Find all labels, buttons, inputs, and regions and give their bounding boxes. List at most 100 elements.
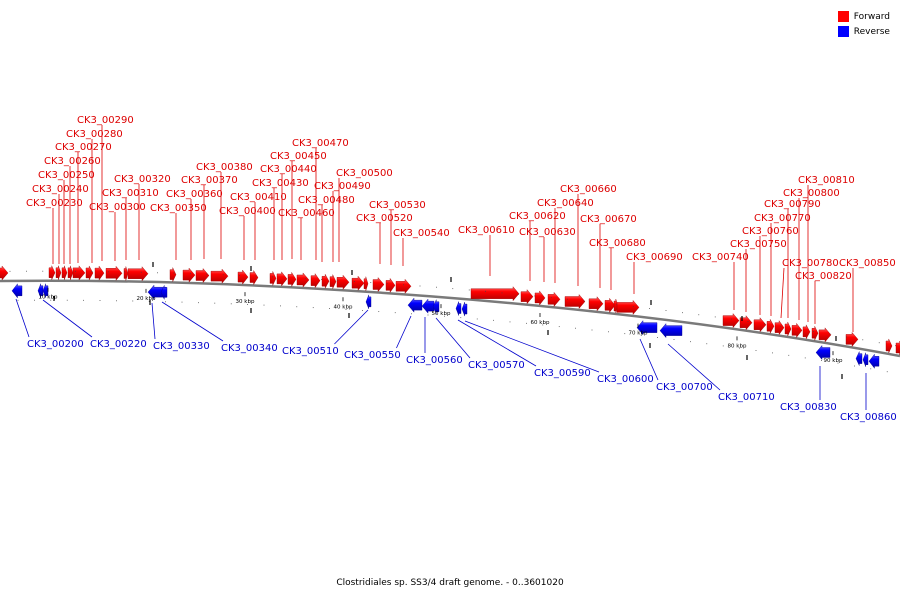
- forward-gene-arrow[interactable]: [0, 265, 9, 281]
- forward-gene-label[interactable]: CK3_00800: [783, 188, 840, 199]
- forward-gene-label[interactable]: CK3_00370: [181, 175, 238, 186]
- reverse-gene-arrow[interactable]: [37, 283, 44, 298]
- forward-gene-arrow[interactable]: [547, 291, 561, 307]
- forward-gene-arrow[interactable]: [169, 267, 177, 282]
- reverse-gene-label[interactable]: CK3_00550: [344, 350, 401, 361]
- forward-gene-label[interactable]: CK3_00310: [102, 188, 159, 199]
- forward-gene-arrow[interactable]: [818, 327, 832, 343]
- forward-gene-arrow[interactable]: [276, 271, 288, 287]
- forward-gene-label[interactable]: CK3_00530: [369, 200, 426, 211]
- forward-gene-label[interactable]: CK3_00790: [764, 199, 821, 210]
- forward-gene-arrow[interactable]: [774, 320, 785, 336]
- forward-gene-arrow[interactable]: [784, 321, 792, 337]
- forward-gene-arrow[interactable]: [739, 315, 753, 331]
- reverse-gene-label[interactable]: CK3_00560: [406, 355, 463, 366]
- forward-gene-label[interactable]: CK3_00240: [32, 184, 89, 195]
- forward-gene-arrow[interactable]: [470, 286, 520, 302]
- reverse-gene-label[interactable]: CK3_00510: [282, 346, 339, 357]
- forward-gene-arrow[interactable]: [363, 276, 369, 291]
- forward-gene-label[interactable]: CK3_00380: [196, 162, 253, 173]
- forward-gene-label[interactable]: CK3_00430: [252, 178, 309, 189]
- forward-gene-label[interactable]: CK3_00280: [66, 129, 123, 140]
- forward-gene-label[interactable]: CK3_00520: [356, 213, 413, 224]
- forward-gene-label[interactable]: CK3_00780: [782, 258, 839, 269]
- forward-gene-arrow[interactable]: [72, 265, 86, 281]
- reverse-gene-arrow[interactable]: [868, 353, 880, 369]
- reverse-gene-arrow[interactable]: [461, 301, 468, 317]
- forward-gene-label[interactable]: CK3_00500: [336, 168, 393, 179]
- forward-gene-arrow[interactable]: [127, 266, 149, 282]
- forward-gene-label[interactable]: CK3_00640: [537, 198, 594, 209]
- forward-gene-arrow[interactable]: [182, 267, 196, 283]
- reverse-gene-arrow[interactable]: [432, 299, 440, 314]
- reverse-gene-label[interactable]: CK3_00600: [597, 374, 654, 385]
- reverse-gene-arrow[interactable]: [855, 351, 863, 366]
- reverse-gene-arrow[interactable]: [815, 344, 831, 361]
- reverse-gene-arrow[interactable]: [42, 283, 49, 298]
- reverse-gene-arrow[interactable]: [862, 352, 869, 367]
- forward-gene-arrow[interactable]: [395, 278, 412, 294]
- forward-gene-label[interactable]: CK3_00750: [730, 239, 787, 250]
- forward-gene-arrow[interactable]: [811, 326, 819, 341]
- forward-gene-arrow[interactable]: [237, 269, 249, 285]
- reverse-gene-label[interactable]: CK3_00700: [656, 382, 713, 393]
- reverse-gene-arrow[interactable]: [407, 297, 423, 313]
- forward-gene-label[interactable]: CK3_00230: [26, 198, 83, 209]
- reverse-gene-label[interactable]: CK3_00830: [780, 402, 837, 413]
- forward-gene-arrow[interactable]: [287, 271, 297, 288]
- forward-gene-arrow[interactable]: [588, 296, 604, 312]
- forward-gene-arrow[interactable]: [534, 290, 546, 306]
- forward-gene-arrow[interactable]: [210, 268, 229, 284]
- forward-gene-arrow[interactable]: [55, 265, 62, 280]
- reverse-gene-label[interactable]: CK3_00220: [90, 339, 147, 350]
- reverse-gene-arrow[interactable]: [659, 323, 683, 339]
- forward-gene-arrow[interactable]: [564, 293, 586, 310]
- forward-gene-label[interactable]: CK3_00320: [114, 174, 171, 185]
- forward-gene-arrow[interactable]: [336, 274, 350, 290]
- reverse-gene-arrow[interactable]: [11, 283, 23, 299]
- reverse-gene-arrow[interactable]: [160, 285, 168, 300]
- reverse-gene-label[interactable]: CK3_00340: [221, 343, 278, 354]
- forward-gene-arrow[interactable]: [123, 266, 129, 281]
- reverse-gene-label[interactable]: CK3_00570: [468, 360, 525, 371]
- forward-gene-label[interactable]: CK3_00490: [314, 181, 371, 192]
- forward-gene-label[interactable]: CK3_00260: [44, 156, 101, 167]
- forward-gene-label[interactable]: CK3_00270: [55, 142, 112, 153]
- forward-gene-label[interactable]: CK3_00250: [38, 170, 95, 181]
- forward-gene-label[interactable]: CK3_00680: [589, 238, 646, 249]
- forward-gene-arrow[interactable]: [753, 317, 767, 333]
- forward-gene-arrow[interactable]: [895, 340, 900, 356]
- reverse-gene-label[interactable]: CK3_00710: [718, 392, 775, 403]
- forward-gene-label[interactable]: CK3_00620: [509, 211, 566, 222]
- forward-gene-label[interactable]: CK3_00460: [278, 208, 335, 219]
- forward-gene-arrow[interactable]: [766, 319, 775, 334]
- forward-gene-label[interactable]: CK3_00760: [742, 226, 799, 237]
- forward-gene-arrow[interactable]: [845, 331, 859, 347]
- forward-gene-arrow[interactable]: [604, 297, 616, 313]
- reverse-gene-arrow[interactable]: [365, 294, 372, 309]
- reverse-gene-arrow[interactable]: [455, 301, 462, 316]
- forward-gene-arrow[interactable]: [722, 313, 740, 329]
- forward-gene-label[interactable]: CK3_00660: [560, 184, 617, 195]
- forward-gene-label[interactable]: CK3_00410: [230, 192, 287, 203]
- forward-gene-arrow[interactable]: [195, 267, 210, 284]
- forward-gene-arrow[interactable]: [329, 274, 337, 289]
- forward-gene-label[interactable]: CK3_00630: [519, 227, 576, 238]
- forward-gene-arrow[interactable]: [67, 265, 74, 280]
- forward-gene-arrow[interactable]: [61, 265, 68, 280]
- forward-gene-label[interactable]: CK3_00400: [219, 206, 276, 217]
- forward-gene-arrow[interactable]: [616, 299, 640, 315]
- forward-gene-label[interactable]: CK3_00670: [580, 214, 637, 225]
- forward-gene-label[interactable]: CK3_00740: [692, 252, 749, 263]
- forward-gene-arrow[interactable]: [269, 271, 277, 286]
- forward-gene-label[interactable]: CK3_00440: [260, 164, 317, 175]
- forward-gene-label[interactable]: CK3_00470: [292, 138, 349, 149]
- forward-gene-label[interactable]: CK3_00610: [458, 225, 515, 236]
- forward-gene-arrow[interactable]: [385, 277, 396, 293]
- forward-gene-arrow[interactable]: [48, 265, 56, 280]
- forward-gene-arrow[interactable]: [85, 265, 94, 281]
- forward-gene-arrow[interactable]: [520, 289, 534, 305]
- forward-gene-arrow[interactable]: [310, 273, 321, 289]
- forward-gene-arrow[interactable]: [321, 274, 330, 289]
- forward-gene-arrow[interactable]: [372, 277, 385, 293]
